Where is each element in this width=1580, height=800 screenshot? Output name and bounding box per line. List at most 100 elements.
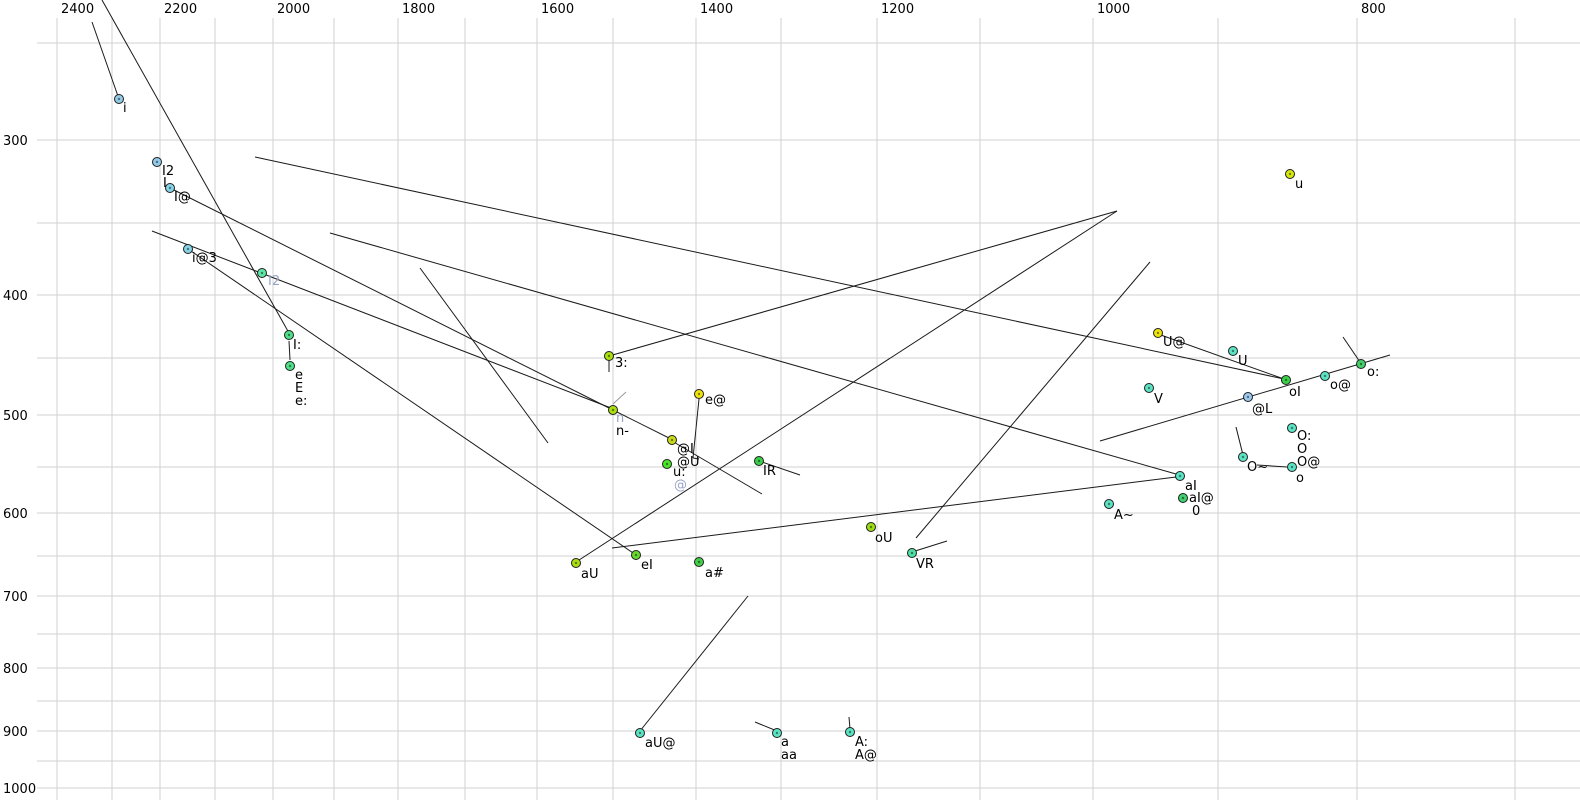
vowel-label: VR bbox=[916, 557, 934, 572]
vowel-label: IR bbox=[763, 464, 776, 479]
y-axis-tick-label: 700 bbox=[3, 590, 28, 605]
vowel-label: oU bbox=[875, 531, 892, 546]
vowel-point-center-mark bbox=[168, 186, 172, 190]
vowel-point bbox=[114, 94, 124, 104]
trajectory-line bbox=[608, 210, 1118, 357]
vowel-point bbox=[152, 157, 162, 167]
vowel-label: i@3 bbox=[192, 251, 217, 266]
vowel-label: aI@ bbox=[1189, 491, 1214, 506]
trajectory-line bbox=[419, 267, 549, 444]
vowel-point-center-mark bbox=[1181, 496, 1185, 500]
x-axis-tick-label: 1200 bbox=[881, 2, 914, 17]
trajectory-line bbox=[254, 156, 1285, 380]
trajectory-line bbox=[754, 721, 778, 732]
y-axis-tick-label: 300 bbox=[3, 134, 28, 149]
x-axis-tick-label: 1800 bbox=[402, 2, 435, 17]
vowel-point-center-mark bbox=[848, 730, 852, 734]
vowel-point bbox=[662, 459, 672, 469]
vowel-point bbox=[907, 548, 917, 558]
y-axis-tick-label: 1000 bbox=[3, 782, 36, 797]
vowel-point-center-mark bbox=[287, 333, 291, 337]
vowel-point bbox=[604, 351, 614, 361]
vowel-point bbox=[1287, 423, 1297, 433]
trajectory-line bbox=[692, 398, 700, 459]
vowel-point-center-mark bbox=[1107, 502, 1111, 506]
trajectory-line bbox=[1235, 426, 1244, 456]
vowel-label: aI bbox=[1185, 479, 1197, 494]
vowel-point-center-mark bbox=[1178, 474, 1182, 478]
trajectory-line bbox=[611, 476, 1177, 549]
trajectory-line bbox=[187, 248, 637, 556]
vowel-label: @U bbox=[677, 455, 700, 470]
vowel-point bbox=[165, 183, 175, 193]
trajectory-line bbox=[1157, 333, 1285, 380]
vowel-point bbox=[845, 727, 855, 737]
vowel-point-center-mark bbox=[186, 247, 190, 251]
vowel-point bbox=[866, 522, 876, 532]
vowel-label: n bbox=[616, 411, 624, 426]
trajectory-line bbox=[91, 21, 120, 100]
vowel-label: a bbox=[781, 735, 789, 750]
vowel-point-center-mark bbox=[670, 438, 674, 442]
trajectory-line bbox=[758, 460, 801, 476]
trajectory-line bbox=[612, 409, 672, 440]
x-axis-tick-label: 2000 bbox=[277, 2, 310, 17]
vowel-label: aa bbox=[781, 748, 797, 763]
points-layer bbox=[114, 94, 1366, 738]
trajectory-line bbox=[101, 0, 290, 334]
trajectory-layer bbox=[91, 0, 1391, 732]
vowel-point-center-mark bbox=[1231, 349, 1235, 353]
vowel-label: o: bbox=[1367, 365, 1379, 380]
vowel-point-center-mark bbox=[260, 271, 264, 275]
vowel-point-center-mark bbox=[638, 731, 642, 735]
vowel-point-center-mark bbox=[1290, 426, 1294, 430]
vowel-point bbox=[1238, 452, 1248, 462]
gridlines-layer bbox=[37, 18, 1580, 800]
vowel-label: n- bbox=[616, 424, 629, 439]
vowel-point-center-mark bbox=[155, 160, 159, 164]
vowel-point-center-mark bbox=[757, 459, 761, 463]
vowel-point-center-mark bbox=[775, 731, 779, 735]
vowel-point bbox=[1287, 462, 1297, 472]
vowel-label: e bbox=[295, 368, 303, 383]
vowel-point-center-mark bbox=[1323, 374, 1327, 378]
vowel-label: A: bbox=[855, 735, 868, 750]
vowel-point bbox=[571, 558, 581, 568]
vowel-point-center-mark bbox=[697, 560, 701, 564]
vowel-point bbox=[285, 361, 295, 371]
vowel-point-center-mark bbox=[1359, 362, 1363, 366]
trajectory-line-muted bbox=[612, 391, 627, 405]
vowel-point bbox=[1178, 493, 1188, 503]
vowel-label: @ bbox=[674, 478, 687, 493]
vowel-label: I2 bbox=[162, 164, 174, 179]
vowel-label: I@ bbox=[174, 190, 191, 205]
vowel-point bbox=[694, 557, 704, 567]
vowel-point bbox=[1228, 346, 1238, 356]
vowel-point-center-mark bbox=[611, 408, 615, 412]
y-axis-tick-label: 600 bbox=[3, 507, 28, 522]
vowel-point bbox=[1285, 169, 1295, 179]
x-axis-tick-label: 800 bbox=[1361, 2, 1386, 17]
vowel-point-center-mark bbox=[1156, 331, 1160, 335]
vowel-point-center-mark bbox=[1288, 172, 1292, 176]
vowel-point bbox=[257, 268, 267, 278]
vowel-point bbox=[1320, 371, 1330, 381]
vowel-point bbox=[1356, 359, 1366, 369]
trajectory-line bbox=[169, 187, 614, 411]
vowel-label: eI bbox=[641, 558, 653, 573]
vowel-point bbox=[1153, 328, 1163, 338]
vowel-label: O: bbox=[1297, 429, 1311, 444]
vowel-point-center-mark bbox=[634, 553, 638, 557]
x-axis-tick-label: 1000 bbox=[1097, 2, 1130, 17]
trajectory-line bbox=[288, 340, 291, 361]
vowel-label: e@ bbox=[705, 393, 726, 408]
vowel-point-center-mark bbox=[117, 97, 121, 101]
vowel-label: A~ bbox=[1114, 508, 1134, 523]
vowel-point-center-mark bbox=[910, 551, 914, 555]
vowel-point bbox=[1144, 383, 1154, 393]
vowel-point-center-mark bbox=[1246, 395, 1250, 399]
vowel-label: oI bbox=[1289, 385, 1301, 400]
vowel-point bbox=[1175, 471, 1185, 481]
